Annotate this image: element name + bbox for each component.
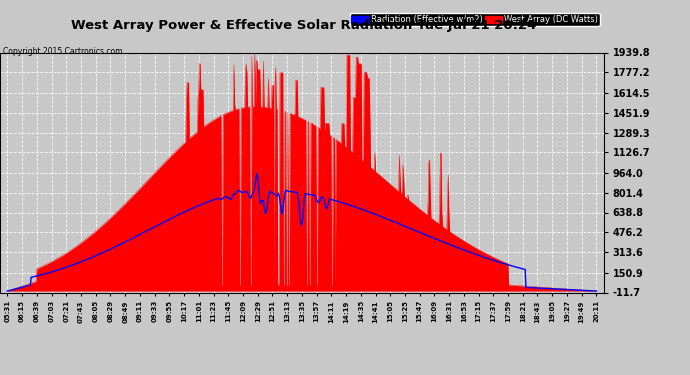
Text: Copyright 2015 Cartronics.com: Copyright 2015 Cartronics.com xyxy=(3,47,123,56)
Legend: Radiation (Effective w/m2), West Array (DC Watts): Radiation (Effective w/m2), West Array (… xyxy=(350,13,600,26)
Text: West Array Power & Effective Solar Radiation Tue Jul 21 20:24: West Array Power & Effective Solar Radia… xyxy=(71,19,536,32)
